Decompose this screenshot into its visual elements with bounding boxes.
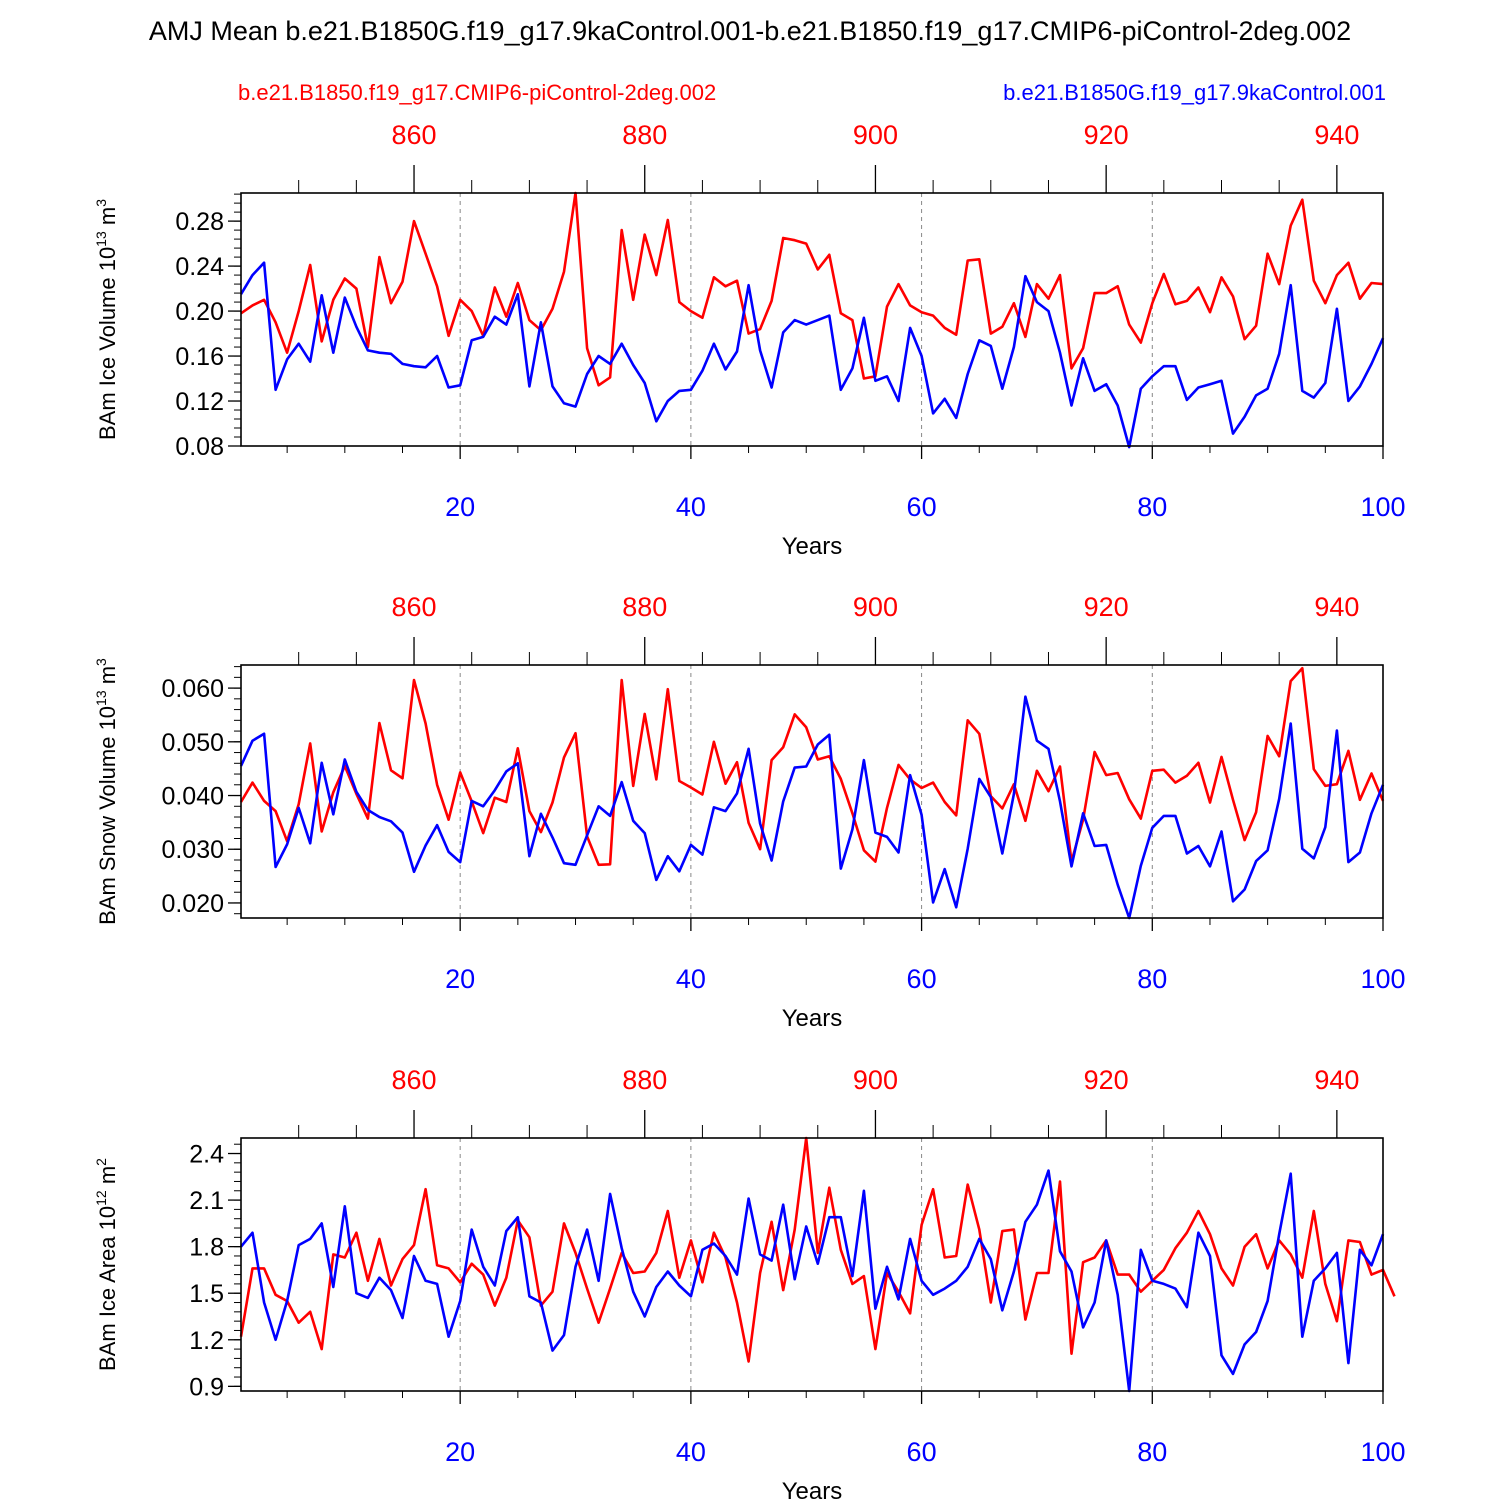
- x-tick-label-top: 940: [1314, 1065, 1359, 1095]
- y-axis-label-part: BAm Snow Volume 10: [95, 706, 120, 925]
- plot-frame: [240, 1137, 1384, 1392]
- panel-3: 0.9 1.2 1.5 1.8 2.1 2.4 20 40 60 80 100 860 880 900 92…: [93, 1065, 1406, 1500]
- y-tick-label: 0.12: [175, 388, 224, 416]
- x-tick-label-bottom: 20: [445, 492, 475, 522]
- y-axis-label: BAm Ice Area 1012 m2: [93, 1158, 120, 1371]
- y-tick-label: 0.20: [175, 298, 224, 326]
- x-tick-label-top: 880: [622, 592, 667, 622]
- series-line-red: [239, 666, 1385, 867]
- y-axis-label: BAm Ice Volume 1013 m3: [93, 199, 120, 440]
- x-tick-label-bottom: 100: [1360, 492, 1405, 522]
- x-tick-label-top: 920: [1084, 120, 1129, 150]
- x-tick-label-bottom: 20: [445, 964, 475, 994]
- x-tick-label-bottom: 80: [1137, 1437, 1167, 1467]
- y-axis-label: BAm Snow Volume 1013 m3: [93, 658, 120, 925]
- series-line-blue: [239, 695, 1385, 920]
- y-tick-label: 0.060: [161, 675, 224, 703]
- x-tick-label-bottom: 100: [1360, 964, 1405, 994]
- y-tick-label: 0.020: [161, 890, 224, 918]
- x-tick-label-top: 900: [853, 592, 898, 622]
- y-tick-label: 0.9: [189, 1373, 224, 1401]
- y-axis-label-part: m: [95, 1166, 120, 1190]
- y-tick-label: 1.2: [189, 1327, 224, 1355]
- y-tick-label: 0.16: [175, 343, 224, 371]
- y-axis-label-part: 2: [93, 1158, 109, 1166]
- x-tick-label-top: 920: [1084, 592, 1129, 622]
- y-axis-label-part: m: [95, 666, 120, 690]
- series-line-red: [239, 1136, 1396, 1363]
- x-tick-label-bottom: 80: [1137, 492, 1167, 522]
- y-tick-label: 0.050: [161, 729, 224, 757]
- x-axis-label: Years: [782, 1005, 843, 1032]
- y-axis-label-part: 3: [93, 199, 109, 207]
- series-line-blue: [239, 261, 1385, 449]
- x-tick-label-top: 920: [1084, 1065, 1129, 1095]
- x-tick-label-top: 940: [1314, 120, 1359, 150]
- plot-frame: [240, 664, 1384, 919]
- x-tick-label-top: 940: [1314, 592, 1359, 622]
- x-axis-label: Years: [782, 1478, 843, 1500]
- x-tick-label-top: 880: [622, 1065, 667, 1095]
- x-tick-label-top: 900: [853, 1065, 898, 1095]
- x-tick-label-top: 860: [391, 1065, 436, 1095]
- x-tick-label-bottom: 40: [676, 964, 706, 994]
- series-line-blue: [239, 1169, 1385, 1393]
- x-tick-label-bottom: 40: [676, 1437, 706, 1467]
- y-axis-label-part: m: [95, 207, 120, 231]
- y-tick-label: 0.28: [175, 208, 224, 236]
- series-line-red: [240, 191, 1384, 387]
- legend-red-series: b.e21.B1850.f19_g17.CMIP6-piControl-2deg…: [238, 80, 717, 105]
- x-tick-label-top: 900: [853, 120, 898, 150]
- x-tick-label-bottom: 60: [907, 1437, 937, 1467]
- y-axis-label-part: 12: [93, 1190, 109, 1206]
- y-axis-label-part: BAm Ice Volume 10: [95, 247, 120, 440]
- y-tick-label: 2.4: [189, 1141, 224, 1169]
- y-tick-label: 1.8: [189, 1234, 224, 1262]
- panel-1: 0.08 0.12 0.16 0.20 0.24 0.28 20 40 60 80 100 860 88…: [93, 120, 1406, 560]
- x-tick-label-bottom: 20: [445, 1437, 475, 1467]
- y-tick-label: 0.040: [161, 783, 224, 811]
- y-tick-label: 1.5: [189, 1280, 224, 1308]
- plot-frame: [240, 192, 1384, 447]
- x-tick-label-bottom: 40: [676, 492, 706, 522]
- y-tick-label: 0.030: [161, 836, 224, 864]
- x-tick-label-top: 860: [391, 120, 436, 150]
- y-tick-label: 2.1: [189, 1187, 224, 1215]
- y-axis-label-part: 3: [93, 658, 109, 666]
- y-axis-label-part: BAm Ice Area 10: [95, 1206, 120, 1371]
- y-tick-label: 0.24: [175, 253, 224, 281]
- x-tick-label-bottom: 60: [907, 492, 937, 522]
- x-tick-label-top: 860: [391, 592, 436, 622]
- y-axis-label-part: 13: [93, 231, 109, 247]
- figure-title: AMJ Mean b.e21.B1850G.f19_g17.9kaControl…: [148, 16, 1352, 46]
- y-axis-label-part: 13: [93, 690, 109, 706]
- panel-2: 0.020 0.030 0.040 0.050 0.060 20 40 60 80 100 860 8…: [93, 592, 1406, 1032]
- x-axis-label: Years: [782, 533, 843, 560]
- legend-blue-series: b.e21.B1850G.f19_g17.9kaControl.001: [1003, 80, 1386, 105]
- x-tick-label-bottom: 60: [907, 964, 937, 994]
- x-tick-label-bottom: 80: [1137, 964, 1167, 994]
- y-tick-label: 0.08: [175, 433, 224, 461]
- x-tick-label-bottom: 100: [1360, 1437, 1405, 1467]
- x-tick-label-top: 880: [622, 120, 667, 150]
